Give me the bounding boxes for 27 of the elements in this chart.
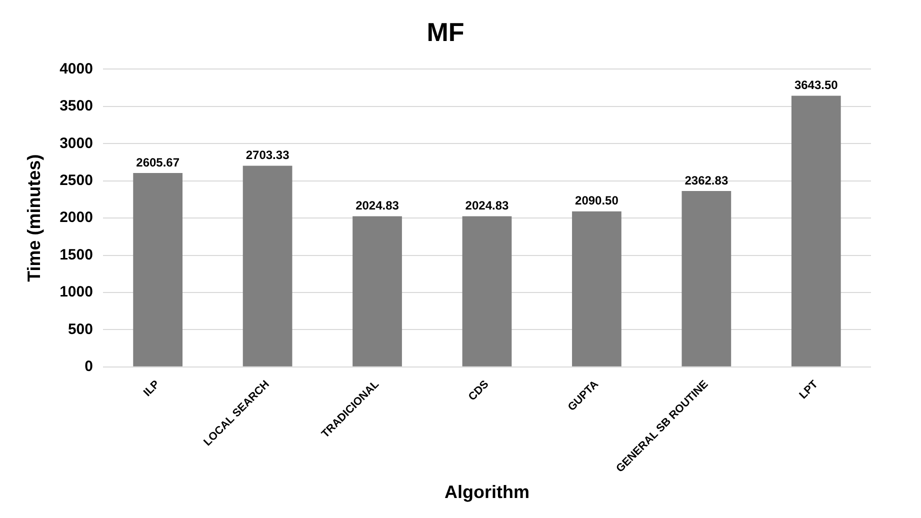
data-label: 2362.83 [684,173,728,188]
y-tick-label: 500 [68,320,93,338]
y-tick-label: 3500 [60,98,93,115]
bar [352,216,402,366]
bar [572,211,622,366]
y-tick-label: 2000 [60,209,93,226]
bar [682,191,732,366]
x-tick-label: ILP [142,378,162,399]
y-tick-label: 1000 [60,284,93,301]
y-tick-label: 4000 [60,60,93,78]
data-label: 2024.83 [465,198,509,213]
x-axis-title: Algorithm [444,482,530,502]
bar [462,216,512,366]
data-label: 2024.83 [356,198,400,213]
y-axis-title: Time (minutes) [24,154,44,282]
y-tick-label: 3000 [60,134,93,152]
y-tick-label: 2500 [60,172,93,189]
data-label: 2605.67 [136,155,180,170]
chart-title: MF [426,16,464,47]
bar [133,172,183,366]
bar [242,166,292,366]
y-tick-label: 0 [84,358,93,376]
data-label: 3643.50 [794,78,838,92]
bar [791,96,841,366]
data-label: 2703.33 [246,148,290,162]
data-label: 2090.50 [575,194,619,208]
y-tick-label: 1500 [60,246,93,264]
